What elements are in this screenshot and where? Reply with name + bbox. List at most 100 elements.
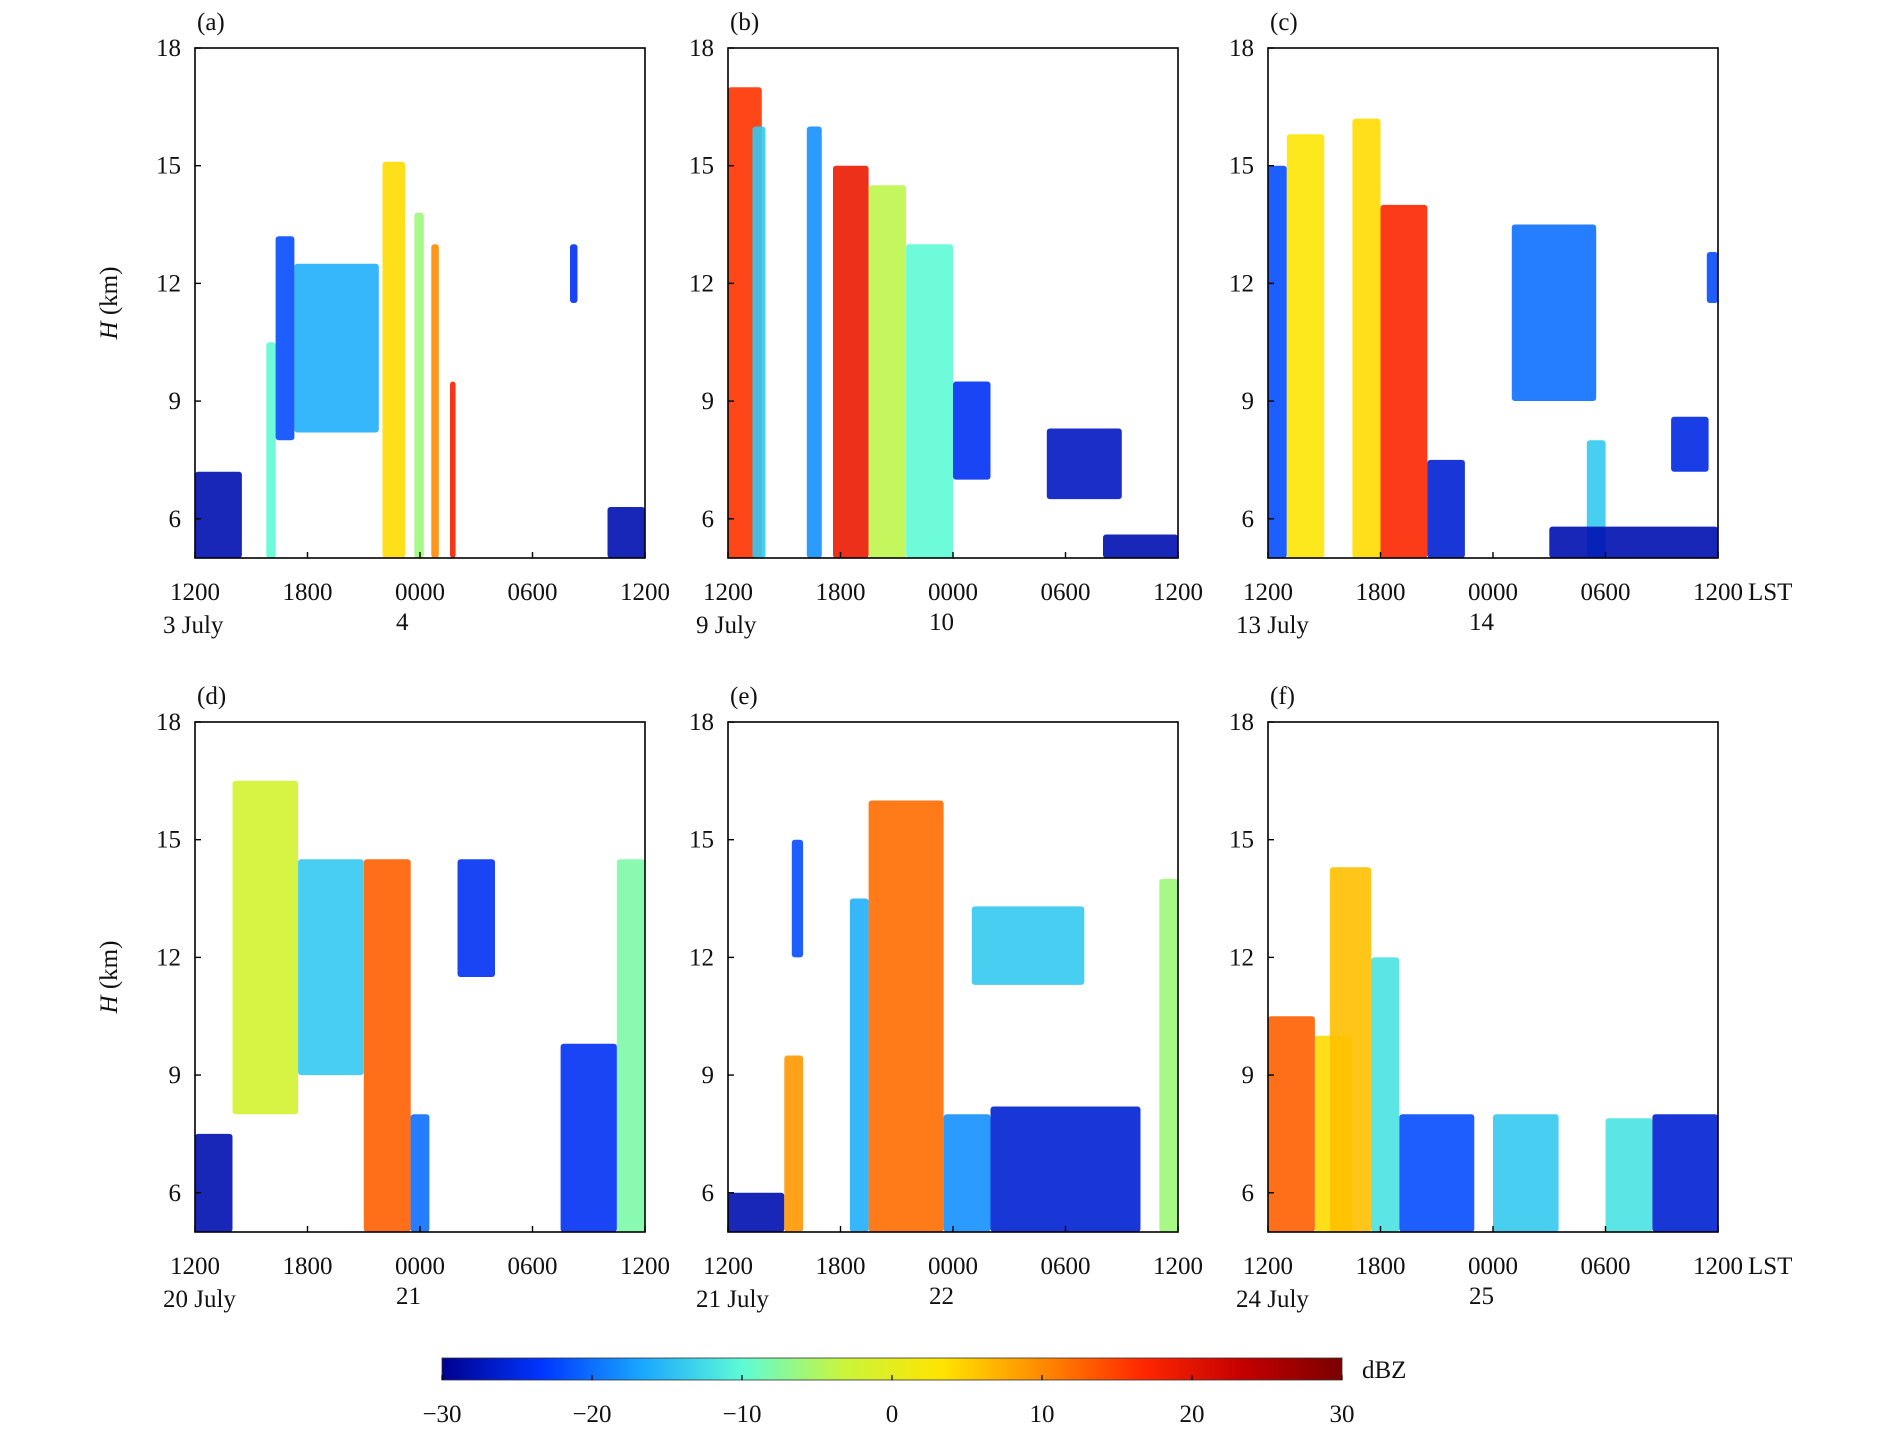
echo-cell	[363, 859, 411, 1232]
panel-label: (a)	[197, 9, 225, 36]
echo-cell	[450, 381, 456, 558]
time-unit-label: LST	[1748, 1253, 1792, 1280]
echo-cell	[1399, 1114, 1475, 1232]
echo-cell	[195, 1133, 233, 1232]
panel-d: 6 9 12 15 18 1200 1800 0000 0600 1200 20 July 21 (d)…	[96, 683, 670, 1313]
echo-cell	[1493, 1114, 1559, 1232]
colorbar-tick-label: 30	[1330, 1401, 1355, 1428]
x-tick-label: 1800	[283, 1253, 333, 1280]
echo-cell	[1268, 165, 1287, 558]
echo-cell	[1286, 134, 1325, 558]
x-tick-label: 0000	[1468, 1253, 1518, 1280]
panel-label: (f)	[1270, 683, 1295, 710]
echo-cell	[294, 263, 379, 433]
echo-cells	[1268, 867, 1718, 1232]
echo-cell	[791, 839, 804, 958]
y-tick-label: 15	[1229, 153, 1254, 180]
echo-cell	[833, 165, 869, 558]
y-tick-label: 12	[156, 944, 181, 971]
echo-cell	[1103, 534, 1178, 558]
echo-cell	[1427, 459, 1465, 558]
echo-cell	[1329, 867, 1372, 1232]
x-tick-label: 0600	[1041, 579, 1091, 606]
x-tick-label: 0600	[1581, 1253, 1631, 1280]
y-tick-label: 18	[156, 709, 181, 736]
panel-label: (e)	[730, 683, 758, 710]
echo-cell	[1652, 1114, 1718, 1232]
y-tick-label: 9	[702, 1062, 715, 1089]
y-tick-label: 9	[169, 1062, 182, 1089]
echo-cell	[275, 236, 295, 441]
date-start-label: 21 July	[696, 1286, 769, 1313]
y-tick-label: 12	[156, 270, 181, 297]
colorbar: −30 −20 −10 0 10 20 30 dBZ	[422, 1357, 1406, 1428]
echo-cell	[195, 471, 242, 558]
echo-cell	[806, 126, 822, 558]
y-axis-label: H (km)	[96, 941, 123, 1015]
echo-cell	[382, 161, 405, 558]
echo-cell	[431, 244, 439, 558]
y-tick-label: 9	[702, 388, 715, 415]
y-tick-label: 9	[1242, 1062, 1255, 1089]
y-tick-label: 15	[156, 153, 181, 180]
echo-cell	[232, 780, 299, 1115]
echo-cell	[849, 898, 869, 1232]
x-tick-label: 1200	[1243, 579, 1293, 606]
date-next-label: 25	[1469, 1283, 1494, 1310]
echo-cell	[943, 1114, 991, 1232]
x-tick-label: 0000	[928, 1253, 978, 1280]
date-next-label: 22	[929, 1283, 954, 1310]
echo-cell	[266, 342, 276, 558]
time-unit-label: LST	[1748, 579, 1792, 606]
y-tick-label: 15	[1229, 827, 1254, 854]
date-next-label: 21	[396, 1283, 421, 1310]
echo-cell	[1605, 1118, 1653, 1232]
echo-cell	[971, 906, 1085, 985]
x-tick-label: 0600	[1581, 579, 1631, 606]
x-tick-label: 1800	[1356, 579, 1406, 606]
y-tick-label: 15	[689, 153, 714, 180]
y-tick-label: 6	[169, 1180, 182, 1207]
date-next-label: 14	[1469, 609, 1495, 636]
x-tick-label: 1800	[816, 1253, 866, 1280]
date-start-label: 9 July	[696, 612, 757, 639]
x-tick-label: 0600	[508, 1253, 558, 1280]
x-tick-label: 1200	[703, 1253, 753, 1280]
x-tick-label: 1200	[1153, 579, 1203, 606]
x-tick-label: 1200	[170, 1253, 220, 1280]
y-axis-label: H (km)	[96, 267, 123, 341]
plot-frame	[1267, 47, 1719, 559]
echo-cell	[414, 212, 424, 558]
x-tick-label: 1200	[703, 579, 753, 606]
y-tick-label: 6	[702, 1180, 715, 1207]
x-tick-label: 0600	[508, 579, 558, 606]
date-start-label: 13 July	[1236, 612, 1309, 639]
echo-cell	[570, 244, 578, 303]
echo-cell	[560, 1043, 617, 1232]
panel-b: 6 9 12 15 18 1200 1800 0000 0600 1200 9 July 10 (b)	[689, 9, 1203, 639]
echo-cells	[195, 161, 645, 558]
y-tick-label: 6	[169, 506, 182, 533]
panel-a: 6 9 12 15 18 1200 1800 0000 0600 1200 3 July 4 (a) H …	[96, 9, 670, 639]
x-tick-label: 1800	[283, 579, 333, 606]
y-tick-label: 18	[1229, 709, 1254, 736]
date-start-label: 20 July	[163, 1286, 236, 1313]
panel-label: (d)	[197, 683, 226, 710]
colorbar-tick-label: −30	[422, 1401, 461, 1428]
echo-cell	[784, 1055, 804, 1232]
y-tick-label: 18	[156, 35, 181, 62]
x-tick-label: 1200	[620, 579, 670, 606]
x-tick-label: 0000	[1468, 579, 1518, 606]
x-tick-label: 1200	[620, 1253, 670, 1280]
panels-group: 6 9 12 15 18 1200 1800 0000 0600 1200 3 July 4 (a) H …	[96, 9, 1792, 1313]
echo-cell	[1671, 416, 1709, 472]
x-tick-label: 0000	[928, 579, 978, 606]
echo-cell	[1046, 428, 1122, 500]
echo-cell	[298, 859, 364, 1076]
echo-cell	[953, 381, 991, 480]
colorbar-unit-label: dBZ	[1362, 1357, 1406, 1384]
panel-label: (b)	[730, 9, 759, 36]
